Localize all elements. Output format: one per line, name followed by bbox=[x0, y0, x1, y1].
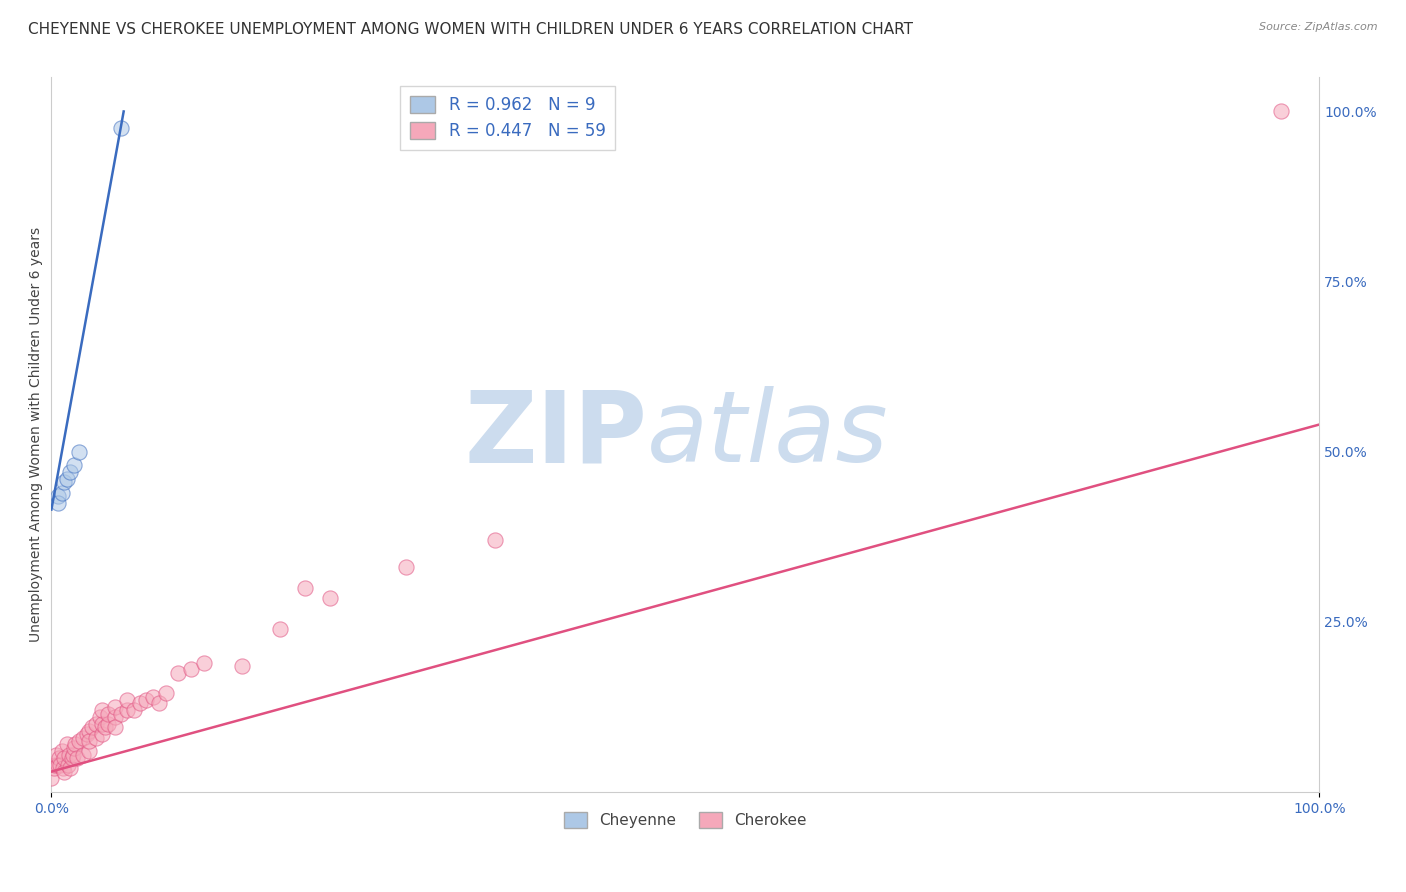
Point bbox=[46, 489, 69, 503]
Text: Source: ZipAtlas.com: Source: ZipAtlas.com bbox=[1260, 22, 1378, 32]
Point bbox=[97, 717, 120, 731]
Point bbox=[59, 761, 82, 775]
Point bbox=[1270, 104, 1292, 119]
Point bbox=[91, 703, 114, 717]
Point bbox=[117, 703, 139, 717]
Point bbox=[80, 720, 103, 734]
Point bbox=[76, 727, 98, 741]
Point bbox=[52, 761, 75, 775]
Point bbox=[269, 622, 291, 636]
Legend: Cheyenne, Cherokee: Cheyenne, Cherokee bbox=[558, 806, 813, 834]
Point bbox=[135, 693, 157, 707]
Point bbox=[46, 757, 69, 772]
Point bbox=[122, 703, 145, 717]
Point bbox=[63, 740, 86, 755]
Point bbox=[42, 761, 65, 775]
Point bbox=[193, 656, 215, 670]
Y-axis label: Unemployment Among Women with Children Under 6 years: Unemployment Among Women with Children U… bbox=[30, 227, 44, 642]
Point bbox=[67, 444, 90, 458]
Point bbox=[129, 697, 152, 711]
Point bbox=[65, 737, 87, 751]
Point bbox=[53, 751, 76, 765]
Point bbox=[66, 751, 89, 765]
Point bbox=[319, 591, 342, 605]
Point bbox=[91, 717, 114, 731]
Point bbox=[53, 475, 76, 490]
Point bbox=[60, 751, 83, 765]
Point bbox=[231, 659, 253, 673]
Point bbox=[63, 458, 86, 473]
Point bbox=[41, 772, 63, 786]
Point bbox=[395, 560, 418, 574]
Text: ZIP: ZIP bbox=[464, 386, 647, 483]
Point bbox=[72, 747, 94, 762]
Point bbox=[51, 485, 73, 500]
Point bbox=[110, 121, 132, 136]
Point bbox=[62, 747, 84, 762]
Point bbox=[55, 472, 77, 486]
Point bbox=[58, 747, 80, 762]
Point bbox=[167, 665, 190, 680]
Point bbox=[155, 686, 177, 700]
Point bbox=[48, 751, 70, 765]
Point bbox=[84, 717, 107, 731]
Point bbox=[46, 496, 69, 510]
Point bbox=[104, 710, 127, 724]
Point bbox=[53, 764, 76, 779]
Point bbox=[59, 465, 82, 479]
Point bbox=[84, 731, 107, 745]
Point bbox=[110, 706, 132, 721]
Point bbox=[79, 723, 101, 738]
Point bbox=[55, 737, 77, 751]
Point bbox=[484, 533, 506, 548]
Point bbox=[142, 690, 165, 704]
Point bbox=[72, 731, 94, 745]
Point bbox=[117, 693, 139, 707]
Point bbox=[104, 720, 127, 734]
Point bbox=[294, 581, 316, 595]
Point bbox=[93, 720, 115, 734]
Point bbox=[49, 757, 72, 772]
Point bbox=[51, 744, 73, 758]
Point bbox=[89, 710, 111, 724]
Text: atlas: atlas bbox=[647, 386, 889, 483]
Point bbox=[97, 706, 120, 721]
Point bbox=[79, 734, 101, 748]
Point bbox=[67, 734, 90, 748]
Point bbox=[79, 744, 101, 758]
Point bbox=[91, 727, 114, 741]
Text: CHEYENNE VS CHEROKEE UNEMPLOYMENT AMONG WOMEN WITH CHILDREN UNDER 6 YEARS CORREL: CHEYENNE VS CHEROKEE UNEMPLOYMENT AMONG … bbox=[28, 22, 912, 37]
Point bbox=[45, 747, 67, 762]
Point bbox=[180, 663, 202, 677]
Point bbox=[104, 699, 127, 714]
Point bbox=[44, 757, 66, 772]
Point bbox=[148, 697, 170, 711]
Point bbox=[56, 757, 79, 772]
